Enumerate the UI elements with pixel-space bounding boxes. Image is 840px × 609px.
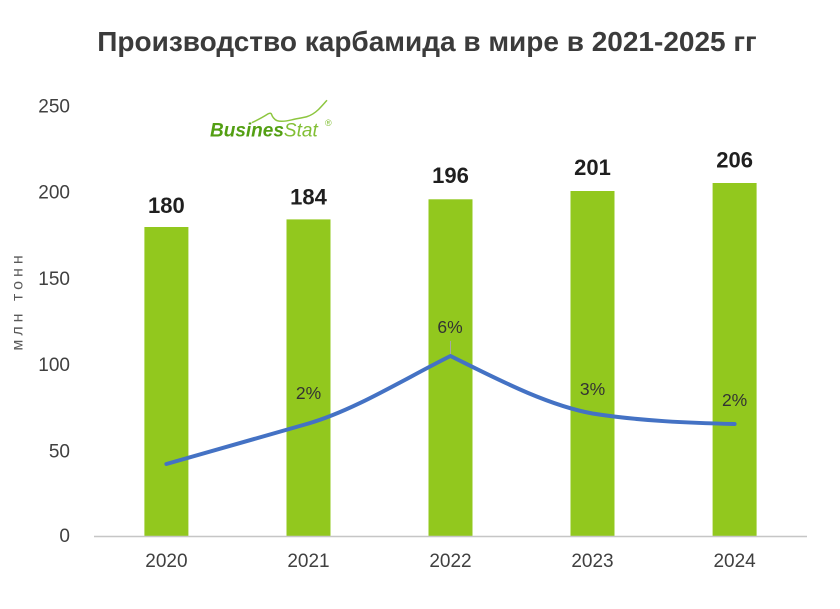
svg-text:2023: 2023: [571, 551, 613, 572]
svg-text:млн тонн: млн тонн: [10, 251, 27, 350]
svg-text:2020: 2020: [145, 551, 187, 572]
svg-text:3%: 3%: [580, 379, 605, 399]
svg-text:BusinesStat: BusinesStat: [210, 121, 318, 142]
svg-text:150: 150: [38, 269, 70, 290]
svg-text:2021: 2021: [287, 551, 329, 572]
svg-text:2024: 2024: [713, 551, 756, 572]
svg-text:6%: 6%: [437, 317, 462, 337]
svg-text:2022: 2022: [429, 551, 471, 572]
svg-text:180: 180: [148, 193, 185, 218]
svg-text:200: 200: [38, 183, 70, 204]
svg-text:201: 201: [574, 155, 611, 180]
svg-text:206: 206: [716, 148, 753, 173]
svg-text:50: 50: [49, 441, 70, 462]
svg-text:2%: 2%: [296, 383, 321, 403]
svg-text:184: 184: [290, 185, 327, 210]
svg-text:100: 100: [38, 355, 70, 376]
svg-text:0: 0: [59, 526, 70, 547]
svg-text:196: 196: [432, 163, 469, 188]
svg-text:2%: 2%: [722, 390, 747, 410]
svg-text:250: 250: [38, 97, 70, 118]
svg-text:®: ®: [325, 118, 332, 128]
svg-text:Производство карбамида в мире: Производство карбамида в мире в 2021-202…: [97, 26, 756, 57]
